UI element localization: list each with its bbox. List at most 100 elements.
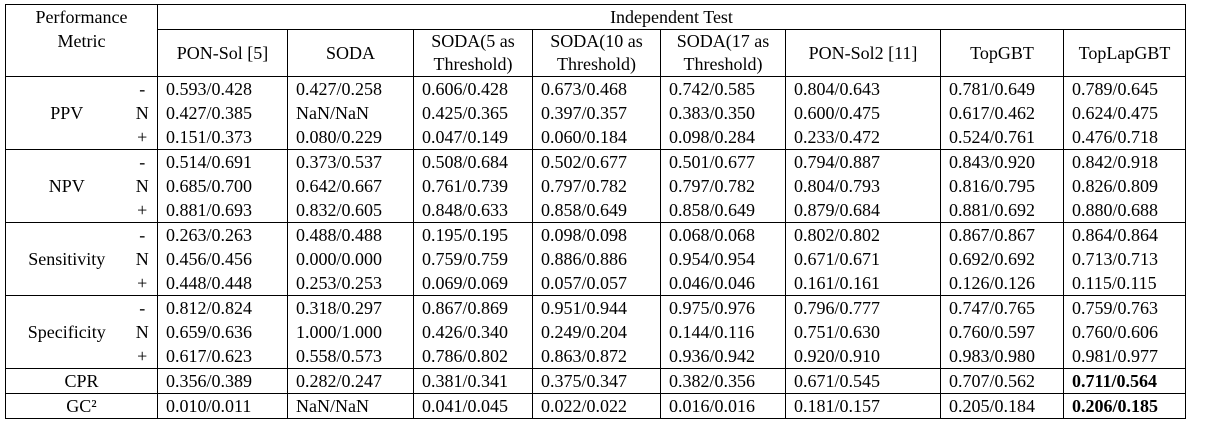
- cell: 0.383/0.350: [660, 101, 786, 125]
- cell: 0.060/0.184: [532, 125, 661, 150]
- cell: 0.046/0.046: [660, 271, 786, 296]
- cell: 0.181/0.157: [785, 393, 941, 419]
- cell: 0.864/0.864: [1063, 222, 1186, 247]
- cell: 0.427/0.385: [157, 101, 288, 125]
- cell: 0.624/0.475: [1063, 101, 1186, 125]
- cell: 0.427/0.258: [287, 76, 414, 101]
- class-sign: N: [127, 320, 158, 344]
- cell: 0.881/0.693: [157, 198, 288, 223]
- row: PPV -0.593/0.428 0.427/0.258 0.606/0.428 0.6…: [5, 76, 1186, 150]
- cell: 0.263/0.263: [157, 222, 288, 247]
- cell: 0.796/0.777: [785, 295, 941, 320]
- cell: 0.760/0.606: [1063, 320, 1186, 344]
- cell: 0.881/0.692: [940, 198, 1064, 223]
- row: N 0.427/0.385 NaN/NaN 0.425/0.365 0.397/0.35…: [6, 101, 1186, 125]
- cell: 0.867/0.867: [940, 222, 1064, 247]
- cell: 0.080/0.229: [287, 125, 414, 150]
- cell: 0.760/0.597: [940, 320, 1064, 344]
- cell: 0.826/0.809: [1063, 174, 1186, 198]
- cell: 0.381/0.341: [413, 368, 533, 394]
- cell: 0.593/0.428: [157, 76, 288, 101]
- class-sign: -: [127, 295, 158, 320]
- summary-row: GC² 0.010/0.011 NaN/NaN 0.041/0.045 0.022/0.…: [5, 393, 1186, 419]
- cell: 0.920/0.910: [785, 344, 941, 369]
- cell: 0.375/0.347: [532, 368, 661, 394]
- cell: 0.502/0.677: [532, 149, 661, 174]
- row: N 0.456/0.456 0.000/0.000 0.759/0.759 0.886/…: [6, 247, 1186, 271]
- row: +0.448/0.448 0.253/0.253 0.069/0.069 0.057/…: [6, 271, 1186, 296]
- cell: 0.759/0.763: [1063, 295, 1186, 320]
- cell: 0.098/0.098: [532, 222, 661, 247]
- cell: 0.022/0.022: [532, 393, 661, 419]
- cell: 0.144/0.116: [660, 320, 786, 344]
- cell: 0.373/0.537: [287, 149, 414, 174]
- cell: 0.981/0.977: [1063, 344, 1186, 369]
- cell: 0.789/0.645: [1063, 76, 1186, 101]
- column-header: SODA: [287, 29, 414, 77]
- column-header: TopLapGBT: [1063, 29, 1186, 77]
- cell: 0.816/0.795: [940, 174, 1064, 198]
- cell: 0.879/0.684: [785, 198, 941, 223]
- cell: 0.476/0.718: [1063, 125, 1186, 150]
- cell: 0.671/0.545: [785, 368, 941, 394]
- cell: 1.000/1.000: [287, 320, 414, 344]
- class-sign: +: [127, 125, 158, 150]
- column-header: PON-Sol2 [11]: [785, 29, 941, 77]
- cell: 0.797/0.782: [532, 174, 661, 198]
- cell: 0.233/0.472: [785, 125, 941, 150]
- cell: 0.832/0.605: [287, 198, 414, 223]
- metric-label: Specificity: [5, 295, 128, 369]
- cell: 0.047/0.149: [413, 125, 533, 150]
- cell: 0.514/0.691: [157, 149, 288, 174]
- cell: 0.842/0.918: [1063, 149, 1186, 174]
- cell: 0.954/0.954: [660, 247, 786, 271]
- cell: 0.010/0.011: [157, 393, 288, 419]
- cell: 0.356/0.389: [157, 368, 288, 394]
- cell: 0.804/0.643: [785, 76, 941, 101]
- results-table: Performance Metric Independent Test PON-…: [5, 4, 1186, 419]
- cell: 0.781/0.649: [940, 76, 1064, 101]
- class-sign: N: [127, 247, 158, 271]
- cell: 0.858/0.649: [532, 198, 661, 223]
- cell: 0.115/0.115: [1063, 271, 1186, 296]
- metric-label: GC²: [5, 393, 158, 419]
- cell: 0.151/0.373: [157, 125, 288, 150]
- cell: 0.016/0.016: [660, 393, 786, 419]
- class-sign: N: [127, 174, 158, 198]
- cell: 0.600/0.475: [785, 101, 941, 125]
- cell: 0.057/0.057: [532, 271, 661, 296]
- metric-label: CPR: [5, 368, 158, 394]
- cell: 0.707/0.562: [940, 368, 1064, 394]
- cell: 0.659/0.636: [157, 320, 288, 344]
- cell: 0.642/0.667: [287, 174, 414, 198]
- metric-label: NPV: [5, 149, 128, 223]
- cell: 0.858/0.649: [660, 198, 786, 223]
- class-sign: +: [127, 344, 158, 369]
- cell: 0.606/0.428: [413, 76, 533, 101]
- cell: 0.318/0.297: [287, 295, 414, 320]
- cell: 0.000/0.000: [287, 247, 414, 271]
- cell: 0.253/0.253: [287, 271, 414, 296]
- class-sign: +: [127, 271, 158, 296]
- column-header: SODA(17 as Threshold): [660, 29, 786, 77]
- cell: 0.713/0.713: [1063, 247, 1186, 271]
- cell: 0.751/0.630: [785, 320, 941, 344]
- class-sign: -: [127, 222, 158, 247]
- row: +0.617/0.623 0.558/0.573 0.786/0.802 0.863/…: [6, 344, 1186, 369]
- cell: 0.397/0.357: [532, 101, 661, 125]
- cell: 0.863/0.872: [532, 344, 661, 369]
- cell: 0.794/0.887: [785, 149, 941, 174]
- cell: 0.951/0.944: [532, 295, 661, 320]
- cell: 0.671/0.671: [785, 247, 941, 271]
- column-header: TopGBT: [940, 29, 1064, 77]
- cell: 0.448/0.448: [157, 271, 288, 296]
- test-header: Independent Test: [157, 4, 1186, 30]
- cell: 0.867/0.869: [413, 295, 533, 320]
- class-sign: -: [127, 76, 158, 101]
- cell: 0.488/0.488: [287, 222, 414, 247]
- class-sign: -: [127, 149, 158, 174]
- cell: 0.759/0.759: [413, 247, 533, 271]
- cell: 0.747/0.765: [940, 295, 1064, 320]
- cell: 0.068/0.068: [660, 222, 786, 247]
